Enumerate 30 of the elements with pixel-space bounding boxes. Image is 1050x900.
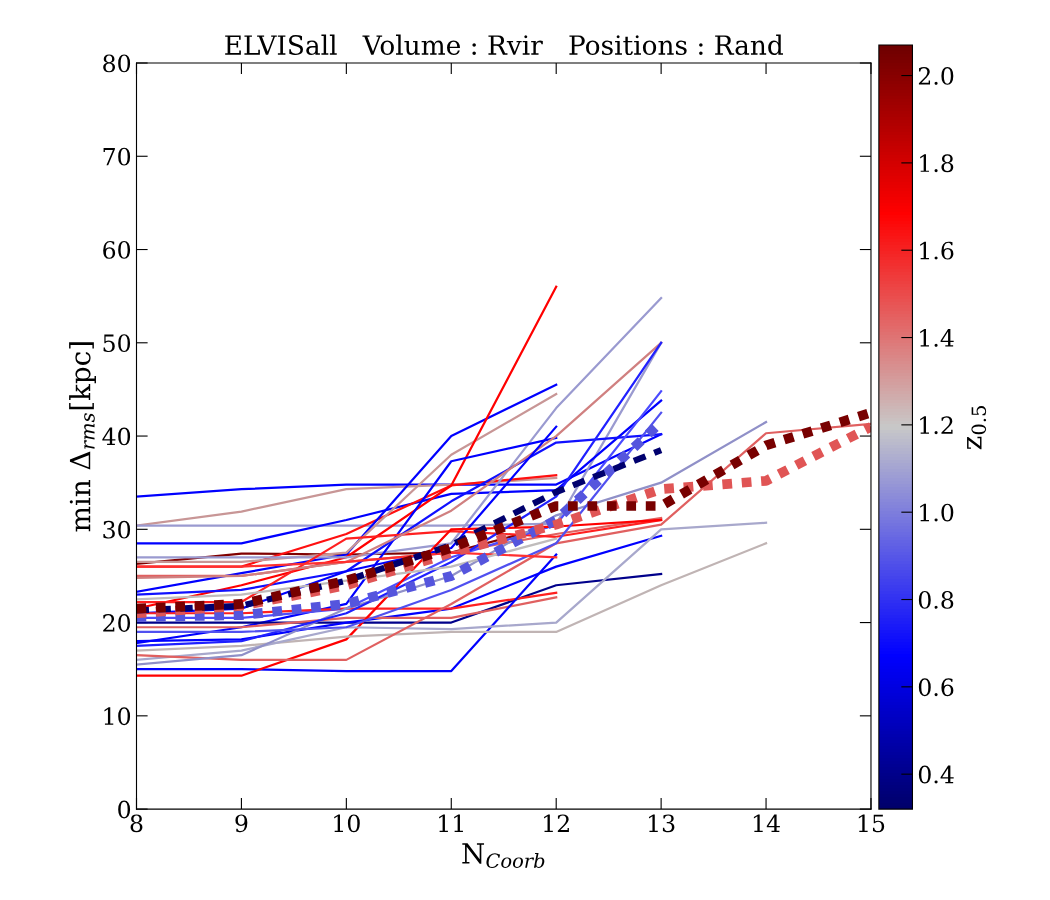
y-tick-label: 30 — [103, 520, 131, 539]
x-tick-label: 11 — [439, 814, 463, 832]
color-bar-label: 0.8 — [918, 590, 954, 609]
x-tick-label: 13 — [648, 814, 675, 833]
x-tick-label: 15 — [858, 814, 885, 833]
y-tick-label: 20 — [103, 614, 131, 632]
x-tick-label: 10 — [334, 814, 360, 833]
y-tick-label: 10 — [104, 707, 131, 726]
y-tick-label: 0 — [118, 800, 131, 819]
y-tick-label: 80 — [103, 54, 131, 73]
color-bar-label: 0.6 — [918, 678, 954, 697]
x-tick-label: 12 — [544, 814, 569, 832]
color-bar-label: 2.0 — [918, 67, 954, 85]
x-tick-label: 9 — [235, 814, 248, 833]
color-bar-title: z$_{0.5}$ — [967, 406, 987, 450]
y-tick-label: 40 — [102, 427, 131, 446]
color-bar-label: 1.2 — [920, 416, 953, 435]
color-bar-label: 1.6 — [920, 241, 954, 260]
x-tick-label: 14 — [753, 814, 780, 832]
y-tick-label: 60 — [103, 240, 131, 259]
color-bar-label: 0.4 — [918, 765, 954, 784]
x-axis-title: N$_{Coorb}$ — [462, 843, 545, 869]
color-bar-label: 1.8 — [920, 154, 954, 173]
y-axis-title: min Δ$_{rms}$[kpc] — [69, 342, 96, 532]
y-tick-label: 50 — [103, 334, 131, 353]
color-bar-label: 1.0 — [920, 503, 954, 522]
color-bar-label: 1.4 — [920, 328, 954, 347]
y-tick-label: 70 — [103, 147, 131, 166]
chart-title: ELVISall Volume : Rvir Positions : Rand — [225, 34, 783, 56]
x-tick-label: 8 — [130, 814, 143, 833]
